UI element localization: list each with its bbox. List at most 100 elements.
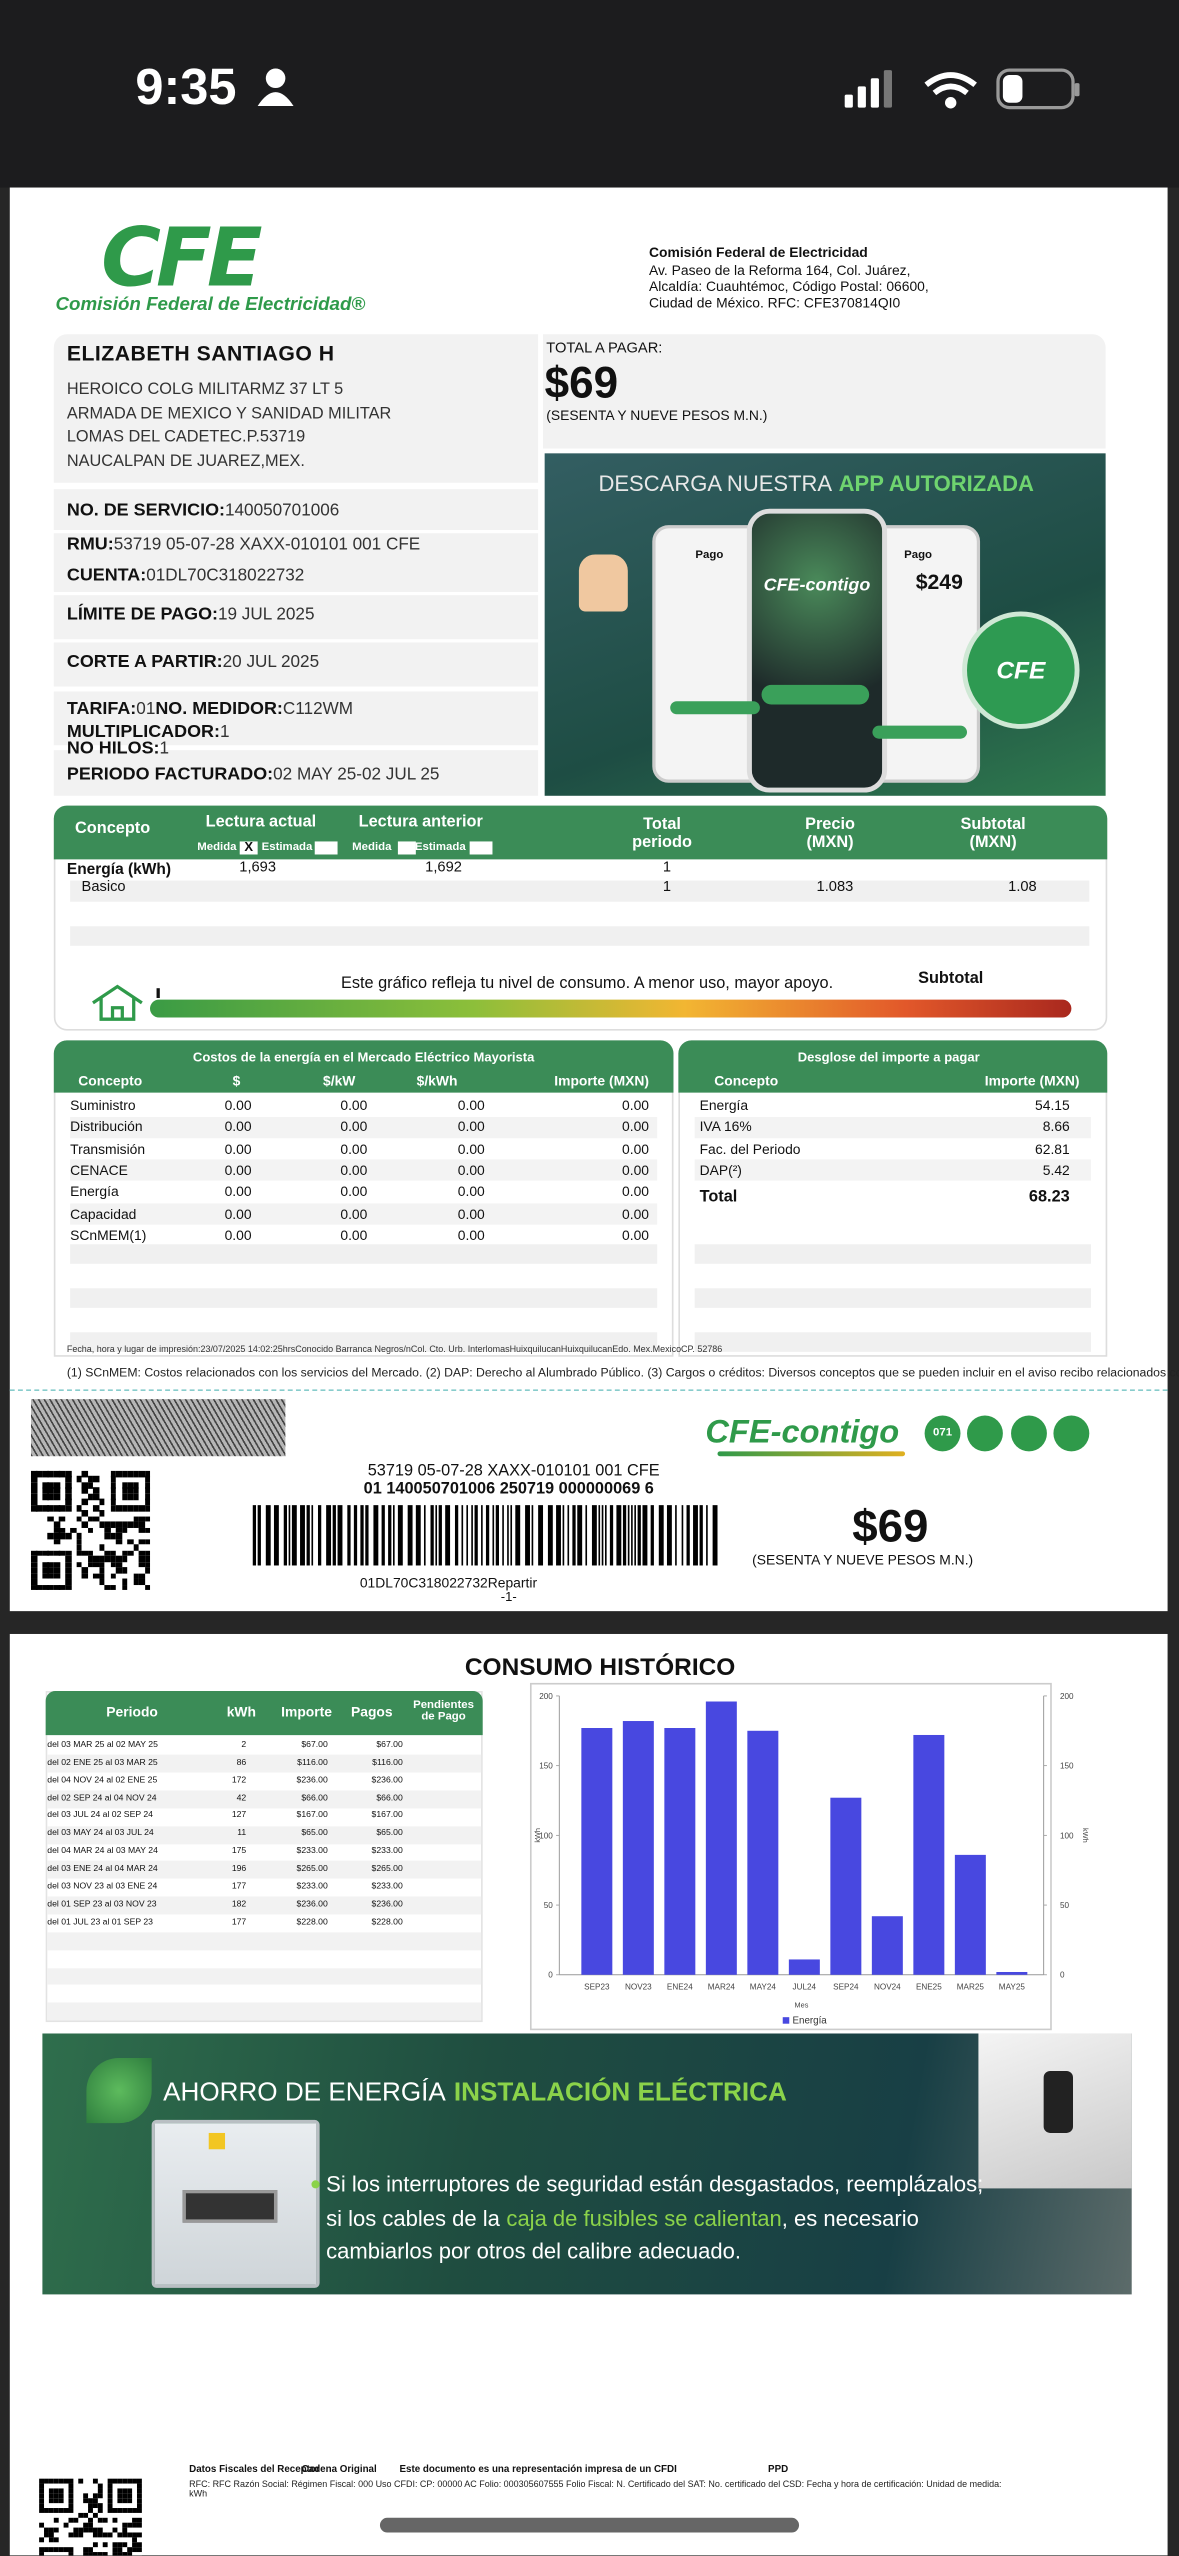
cost-value: 0.00 <box>340 1140 368 1157</box>
cost-value: 0.00 <box>340 1183 368 1200</box>
qr-module <box>53 1567 60 1574</box>
account-line: 01DL70C318022732Repartir <box>359 1574 538 1591</box>
qr-module <box>127 1482 134 1489</box>
history-value: 177 <box>231 1881 247 1892</box>
company-address: Av. Paseo de la Reforma 164, Col. Juárez… <box>649 260 911 278</box>
qr-module <box>127 2498 133 2504</box>
barcode-bar <box>492 1505 495 1566</box>
qr-module <box>64 1584 71 1591</box>
qr-module <box>30 1584 37 1591</box>
field-label: TARIFA: <box>66 699 137 720</box>
gauge-marker <box>156 988 160 998</box>
history-value: $228.00 <box>371 1917 403 1928</box>
ad-title-highlight: INSTALACIÓN ELÉCTRICA <box>453 2079 787 2107</box>
qr-module <box>47 1487 54 1494</box>
qr-module <box>53 1527 60 1534</box>
qr-module <box>127 2508 133 2514</box>
breakdown-amount: 5.42 <box>1042 1161 1070 1179</box>
bar <box>913 1734 945 1975</box>
cost-value: 0.00 <box>622 1118 650 1135</box>
company-address: Ciudad de México. RFC: CFE370814QI0 <box>649 294 901 311</box>
qr-module <box>30 1476 37 1483</box>
bar <box>830 1797 862 1975</box>
qr-module <box>136 2498 143 2504</box>
qr-module <box>98 1555 105 1562</box>
plug <box>1043 2070 1074 2133</box>
qr-module <box>144 1499 151 1506</box>
barcode-bar <box>601 1505 604 1566</box>
qr-module <box>144 1470 151 1477</box>
footnotes: (1) SCnMEM: Costos relacionados con los … <box>66 1365 1179 1380</box>
print-info: Fecha, hora y lugar de impresión:23/07/2… <box>66 1345 723 1356</box>
customer-address: NAUCALPAN DE JUAREZ,MEX. <box>66 452 305 471</box>
qr-module <box>83 2512 89 2519</box>
barcode-bar <box>591 1505 597 1566</box>
qr-module <box>92 2552 99 2556</box>
barcode-bar <box>326 1505 332 1566</box>
qr-module <box>97 2488 104 2494</box>
customer-address: ARMADA DE MEXICO Y SANIDAD MILITAR <box>66 404 392 423</box>
house-icon <box>92 984 143 1021</box>
barcode-bar <box>373 1505 379 1566</box>
barcode-bar <box>381 1505 385 1566</box>
qr-module <box>64 1561 71 1568</box>
qr-module <box>42 1504 49 1511</box>
x-tick-label: SEP23 <box>584 1982 610 1991</box>
qr-module <box>92 2542 99 2548</box>
qr-module <box>138 1572 145 1579</box>
qr-module <box>117 2498 123 2504</box>
service-field: RMU:53719 05-07-28 XAXX-010101 001 CFE <box>67 528 420 557</box>
qr-module <box>133 1572 139 1579</box>
qr-module <box>36 1584 43 1591</box>
qr-module <box>76 1550 83 1557</box>
qr-module <box>102 2517 108 2524</box>
consumption-header <box>53 805 1108 860</box>
barcode-bar <box>538 1505 544 1566</box>
qr-module <box>53 2478 60 2484</box>
field-value: 140050701006 <box>225 500 340 521</box>
table-title: Desglose del importe a pagar <box>797 1049 980 1065</box>
qr-module <box>58 2478 64 2484</box>
qr-module <box>92 2493 99 2499</box>
history-value: $65.00 <box>301 1828 328 1839</box>
column-header: Concepto <box>714 1072 779 1089</box>
qr-module <box>63 2522 69 2528</box>
x-tick-label: ENE24 <box>667 1982 693 1991</box>
fiscal-heading: Este documento es una representación imp… <box>399 2465 677 2476</box>
barcode-bar <box>681 1505 684 1566</box>
row-strip <box>694 1244 1091 1264</box>
qr-module <box>78 2512 84 2519</box>
qr-module <box>76 1561 83 1568</box>
barcode-bar <box>631 1505 633 1566</box>
cost-value: 0.00 <box>224 1183 252 1200</box>
qr-module <box>92 2478 99 2484</box>
company-address: Alcaldía: Cuauhtémoc, Código Postal: 066… <box>649 277 929 295</box>
badge-text: 071 <box>933 1427 953 1439</box>
customer-box <box>53 334 539 483</box>
qr-module <box>68 2498 74 2504</box>
qr-module <box>30 1555 37 1562</box>
barcode-bar <box>288 1505 291 1566</box>
qr-module <box>133 1487 139 1494</box>
qr-module <box>64 1555 71 1562</box>
gauge-text: Este gráfico refleja tu nivel de consumo… <box>340 974 834 993</box>
qr-module <box>81 1510 88 1517</box>
breaker-panel <box>182 2190 278 2223</box>
qr-module <box>127 2532 133 2538</box>
qr-module <box>117 2552 123 2556</box>
qr-module <box>104 1550 111 1557</box>
customer-name: ELIZABETH SANTIAGO H <box>66 341 335 366</box>
qr-module <box>42 1482 49 1489</box>
barcode-bar <box>693 1505 698 1566</box>
history-period: del 03 MAR 25 al 02 MAY 25 <box>47 1740 158 1751</box>
qr-module <box>88 2552 94 2556</box>
service-field: CUENTA:01DL70C318022732 <box>67 559 304 588</box>
qr-module <box>53 2508 60 2514</box>
history-value: 11 <box>237 1828 247 1839</box>
qr-module <box>39 2483 45 2489</box>
barcode-bar <box>634 1505 636 1566</box>
breakdown-amount: 62.81 <box>1035 1140 1070 1157</box>
cost-value: 0.00 <box>457 1161 485 1179</box>
qr-module <box>76 1544 83 1551</box>
qr-module <box>30 1470 37 1477</box>
